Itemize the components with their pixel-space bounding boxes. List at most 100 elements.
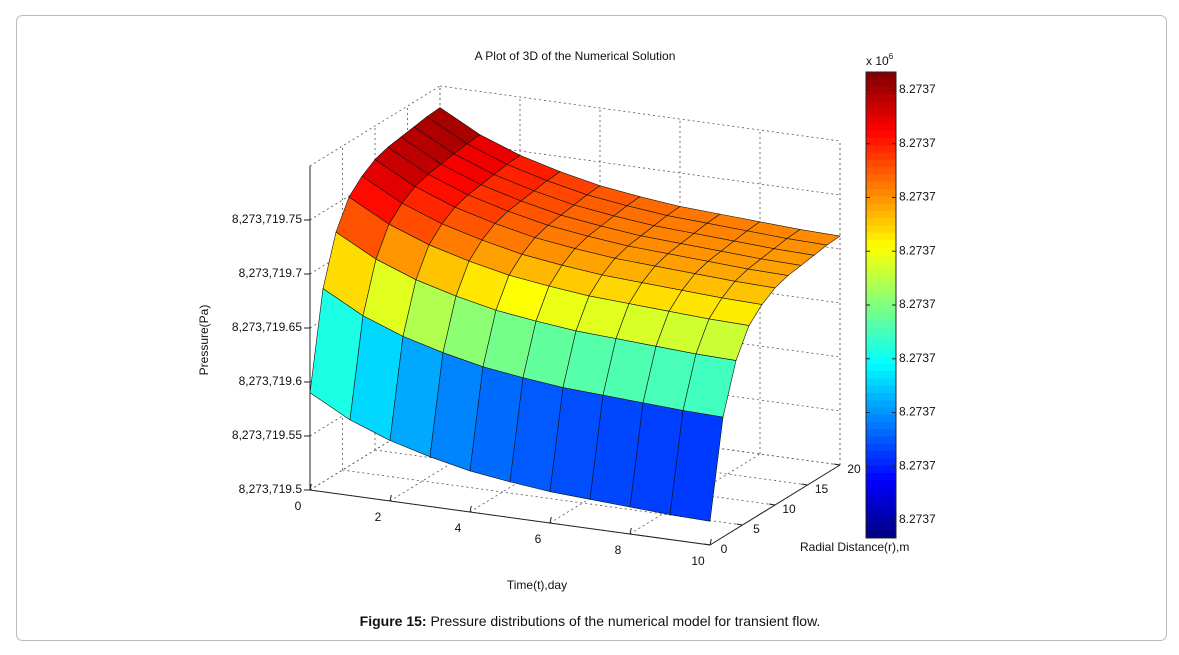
- colorbar-tick-label: 8.2737: [899, 297, 936, 311]
- x-tick: [709, 538, 712, 546]
- grid-line: [439, 139, 841, 196]
- x-tick-label: 4: [455, 521, 462, 535]
- colorbar-band: [866, 319, 896, 328]
- colorbar-band: [866, 392, 896, 401]
- colorbar-band: [866, 203, 896, 211]
- colorbar-band: [866, 516, 896, 524]
- y-tick-label: 0: [721, 542, 728, 556]
- colorbar-band: [866, 130, 896, 139]
- colorbar-tick-label: 8.2737: [899, 243, 936, 257]
- colorbar-band: [866, 414, 896, 422]
- colorbar-band: [866, 137, 896, 146]
- colorbar-band: [866, 508, 896, 517]
- colorbar-band: [866, 479, 896, 488]
- colorbar-band: [866, 283, 896, 291]
- colorbar-tick-label: 8.2737: [899, 190, 936, 204]
- colorbar-tick-label: 8.2737: [899, 351, 936, 365]
- colorbar-band: [866, 305, 896, 313]
- x-tick-label: 6: [535, 532, 542, 546]
- colorbar-band: [866, 144, 896, 153]
- colorbar-band: [866, 115, 896, 124]
- y-tick-label: 15: [815, 482, 829, 496]
- colorbar-band: [866, 487, 896, 495]
- x-tick-label: 10: [691, 554, 705, 568]
- caption-text: Pressure distributions of the numerical …: [430, 613, 820, 629]
- colorbar-band: [866, 72, 896, 80]
- colorbar-band: [866, 377, 896, 386]
- colorbar-band: [866, 530, 896, 539]
- colorbar-tick-label: 8.2737: [899, 405, 936, 419]
- x-axis: [309, 489, 711, 546]
- z-tick-label: 8,273,719.65: [232, 320, 302, 334]
- colorbar-band: [866, 406, 896, 415]
- colorbar-band: [866, 297, 896, 306]
- colorbar-band: [866, 275, 896, 284]
- colorbar-band: [866, 195, 896, 204]
- colorbar-tick-label: 8.2737: [899, 458, 936, 472]
- grid-line: [309, 409, 441, 491]
- colorbar-band: [866, 246, 896, 255]
- x-tick-label: 0: [295, 499, 302, 513]
- y-tick: [801, 483, 808, 486]
- colorbar-tick-label: 8.2737: [899, 512, 936, 526]
- y-tick: [833, 463, 841, 466]
- colorbar-band: [866, 428, 896, 437]
- colorbar-band: [866, 450, 896, 459]
- z-tick-label: 8,273,719.5: [239, 482, 303, 496]
- colorbar-band: [866, 188, 896, 197]
- colorbar-band: [866, 232, 896, 240]
- chart-title: A Plot of 3D of the Numerical Solution: [475, 49, 676, 63]
- colorbar-band: [866, 159, 896, 168]
- colorbar-band: [866, 355, 896, 364]
- x-tick: [309, 483, 312, 491]
- colorbar-band: [866, 385, 896, 393]
- box-edge: [439, 85, 841, 142]
- colorbar-band: [866, 363, 896, 372]
- colorbar-band: [866, 217, 896, 226]
- z-tick-label: 8,273,719.55: [232, 428, 302, 442]
- y-tick-label: 10: [782, 502, 796, 516]
- colorbar-band: [866, 239, 896, 248]
- colorbar-exponent: x 106: [866, 52, 894, 68]
- colorbar-band: [866, 79, 896, 88]
- colorbar-band: [866, 465, 896, 473]
- exponent-power: 6: [889, 52, 894, 61]
- x-axis-label: Time(t),day: [507, 578, 567, 592]
- z-tick-label: 8,273,719.75: [232, 212, 302, 226]
- y-tick: [736, 523, 743, 526]
- caption-label: Figure 15:: [360, 613, 427, 629]
- colorbar-band: [866, 370, 896, 379]
- x-tick-label: 8: [615, 543, 622, 557]
- x-tick: [389, 494, 392, 502]
- colorbar-band: [866, 224, 896, 233]
- colorbar-band: [866, 122, 896, 131]
- colorbar-band: [866, 436, 896, 444]
- colorbar-band: [866, 268, 896, 277]
- x-tick-label: 2: [375, 510, 382, 524]
- colorbar-band: [866, 523, 896, 532]
- colorbar-band: [866, 472, 896, 481]
- x-tick: [549, 516, 552, 524]
- colorbar-band: [866, 399, 896, 408]
- z-tick-label: 8,273,719.6: [239, 374, 303, 388]
- colorbar-band: [866, 348, 896, 357]
- colorbar-band: [866, 457, 896, 466]
- colorbar-band: [866, 152, 896, 160]
- colorbar-band: [866, 326, 896, 335]
- box-edge: [309, 85, 441, 167]
- colorbar-band: [866, 261, 896, 270]
- colorbar-band: [866, 421, 896, 430]
- colorbar-band: [866, 166, 896, 175]
- colorbar-band: [866, 93, 896, 102]
- x-tick: [469, 505, 472, 513]
- exponent-base: x 10: [866, 54, 889, 68]
- colorbar-band: [866, 254, 896, 262]
- y-tick: [768, 503, 776, 506]
- colorbar-band: [866, 334, 896, 342]
- colorbar-tick-label: 8.2737: [899, 136, 936, 150]
- colorbar-band: [866, 341, 896, 350]
- colorbar-tick-label: 8.2737: [899, 82, 936, 96]
- y-tick: [703, 543, 711, 546]
- colorbar-band: [866, 501, 896, 510]
- colorbar-band: [866, 101, 896, 109]
